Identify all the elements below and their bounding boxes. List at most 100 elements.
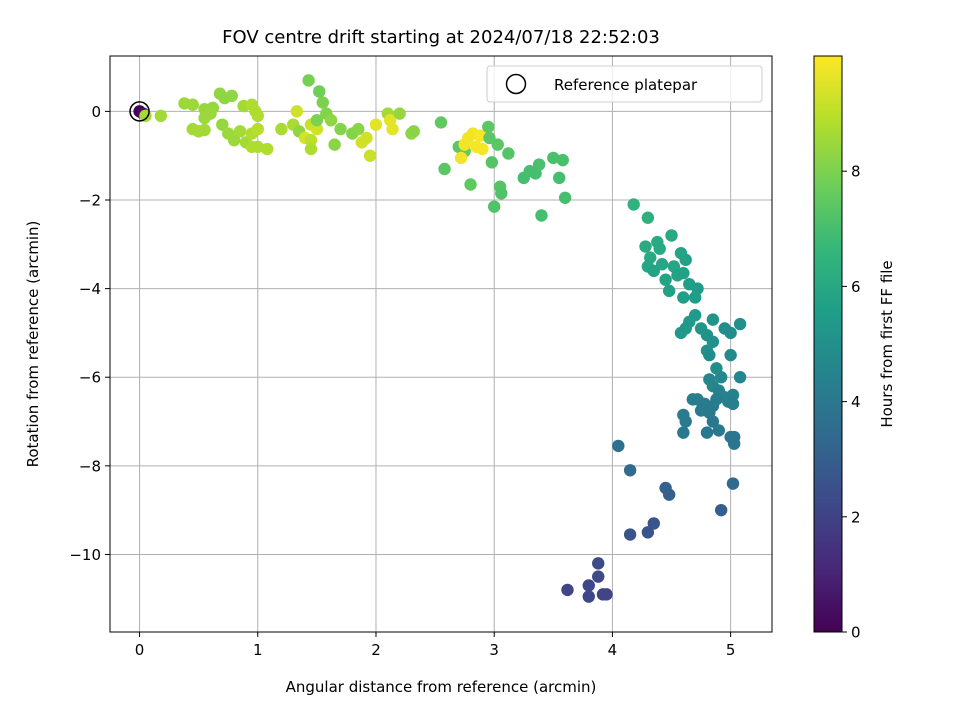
data-point	[724, 326, 737, 340]
data-point	[487, 200, 501, 213]
data-point	[261, 142, 274, 156]
data-point	[434, 116, 448, 129]
data-point	[712, 424, 726, 437]
data-point	[639, 240, 652, 253]
data-point	[706, 415, 720, 428]
data-point	[310, 122, 324, 136]
data-point	[592, 557, 605, 570]
data-point	[304, 133, 318, 147]
data-point	[662, 284, 676, 298]
data-point	[302, 74, 315, 87]
data-point	[679, 322, 692, 335]
data-point	[313, 85, 326, 98]
data-point	[647, 517, 660, 530]
data-point	[700, 426, 714, 439]
legend-box	[486, 65, 763, 103]
x-axis-ticks: 0 1 2 3 4 5	[135, 632, 736, 659]
data-point	[641, 526, 655, 539]
data-point	[535, 209, 548, 222]
data-point	[662, 488, 676, 501]
x-tick-label: 1	[253, 641, 263, 659]
data-point	[558, 191, 572, 204]
data-point	[727, 430, 741, 444]
data-point	[227, 133, 241, 147]
data-point	[623, 528, 637, 541]
data-point	[553, 171, 566, 185]
colorbar: 0 2 4 6 8 Hours from first FF file	[813, 55, 896, 642]
data-point	[154, 109, 168, 123]
data-point	[316, 96, 329, 109]
reference-marker-layer	[129, 101, 150, 122]
data-point	[233, 125, 247, 138]
colorbar-gradient	[813, 55, 843, 633]
data-points	[133, 74, 747, 603]
data-point	[473, 129, 487, 142]
x-tick-label: 5	[726, 641, 736, 659]
data-point	[328, 138, 341, 151]
data-point	[627, 198, 640, 211]
data-point	[655, 258, 669, 271]
data-point	[360, 131, 373, 145]
data-point	[324, 114, 338, 127]
y-tick-label: −2	[79, 192, 101, 210]
colorbar-tick-label: 6	[851, 278, 861, 296]
data-point	[612, 439, 625, 453]
x-tick-label: 4	[608, 641, 618, 659]
data-point	[679, 253, 692, 267]
data-point	[688, 309, 702, 322]
data-point	[363, 149, 377, 162]
data-point	[724, 348, 737, 362]
grid	[110, 56, 772, 632]
y-tick-label: −10	[69, 546, 101, 564]
data-point	[204, 107, 217, 120]
data-point	[659, 273, 672, 286]
data-point	[691, 282, 704, 295]
data-point	[714, 371, 728, 384]
y-axis-ticks: −10 −8 −6 −4 −2 0	[69, 103, 110, 564]
colorbar-label: Hours from first FF file	[878, 260, 896, 427]
y-tick-label: −4	[79, 280, 101, 298]
data-point	[600, 588, 613, 601]
colorbar-tick-label: 8	[851, 163, 861, 181]
colorbar-ticks: 0 2 4 6 8	[842, 163, 861, 642]
data-point	[726, 388, 740, 402]
data-point	[706, 335, 720, 348]
data-point	[225, 89, 238, 103]
data-point	[665, 229, 678, 242]
data-point	[647, 264, 660, 278]
data-point	[677, 426, 690, 439]
data-point	[476, 142, 489, 156]
data-point	[710, 393, 723, 406]
data-point	[251, 122, 264, 136]
data-point	[464, 178, 477, 191]
data-point	[251, 109, 264, 123]
y-tick-label: 0	[91, 103, 101, 121]
x-tick-label: 3	[489, 641, 499, 659]
chart-title: FOV centre drift starting at 2024/07/18 …	[222, 27, 660, 48]
data-point	[454, 151, 468, 165]
data-point	[726, 397, 740, 411]
data-point	[726, 477, 740, 490]
data-point	[482, 120, 495, 134]
data-point	[407, 125, 421, 138]
data-point	[582, 579, 595, 592]
data-point	[352, 122, 365, 136]
data-point	[386, 122, 399, 136]
data-point	[547, 151, 560, 165]
data-point	[703, 348, 716, 362]
legend-reference-marker-icon	[505, 73, 527, 95]
data-point	[304, 142, 318, 156]
data-point	[677, 291, 690, 304]
data-point	[677, 266, 690, 280]
data-point	[186, 98, 199, 111]
data-point	[641, 211, 655, 224]
x-tick-label: 0	[135, 641, 145, 659]
data-point	[290, 105, 303, 118]
data-point	[679, 415, 692, 428]
data-point	[485, 156, 499, 169]
data-point	[502, 147, 515, 160]
data-point	[369, 118, 383, 131]
data-point	[556, 153, 569, 167]
data-point	[592, 570, 605, 583]
